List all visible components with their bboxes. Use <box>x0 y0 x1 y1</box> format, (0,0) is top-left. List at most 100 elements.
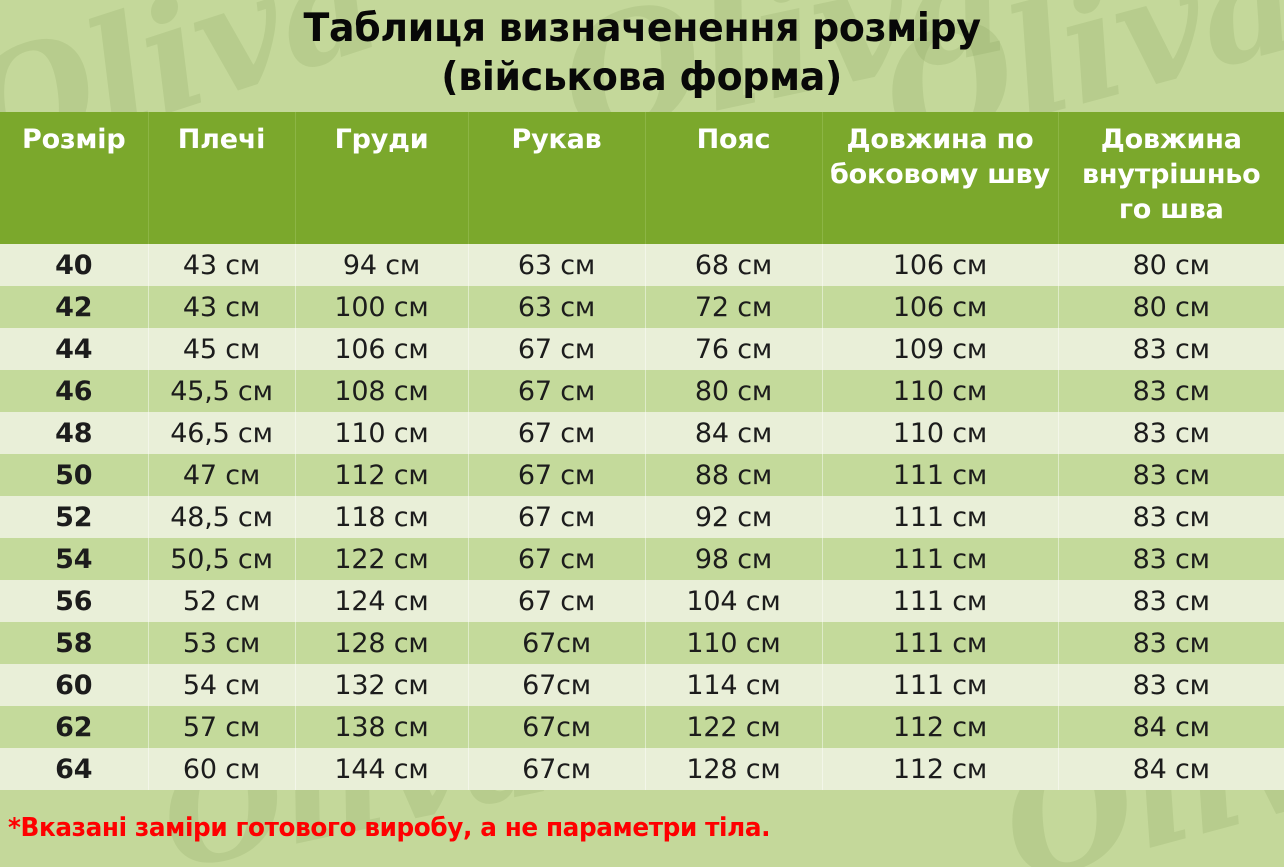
cell-shoulders: 43 см <box>148 286 296 328</box>
cell-size: 62 <box>0 706 149 748</box>
cell-inseam: 83 см <box>1058 622 1284 664</box>
cell-size: 52 <box>0 496 149 538</box>
cell-outseam: 109 см <box>822 328 1059 370</box>
cell-chest: 100 см <box>295 286 469 328</box>
cell-shoulders: 45,5 см <box>148 370 296 412</box>
cell-shoulders: 60 см <box>148 748 296 790</box>
cell-outseam: 111 см <box>822 664 1059 706</box>
table-row: 64 60 см 144 см 67см 128 см 112 см 84 см <box>0 748 1284 790</box>
cell-chest: 94 см <box>295 244 469 286</box>
cell-shoulders: 53 см <box>148 622 296 664</box>
table-row: 46 45,5 см 108 см 67 см 80 см 110 см 83 см <box>0 370 1284 412</box>
cell-shoulders: 43 см <box>148 244 296 286</box>
cell-inseam: 83 см <box>1058 538 1284 580</box>
cell-sleeve: 63 см <box>468 244 646 286</box>
cell-outseam: 110 см <box>822 370 1059 412</box>
cell-sleeve: 67см <box>468 622 646 664</box>
table-row: 48 46,5 см 110 см 67 см 84 см 110 см 83 см <box>0 412 1284 454</box>
cell-size: 46 <box>0 370 149 412</box>
cell-waist: 80 см <box>645 370 823 412</box>
cell-size: 64 <box>0 748 149 790</box>
cell-sleeve: 67 см <box>468 580 646 622</box>
cell-sleeve: 67см <box>468 664 646 706</box>
column-header-outseam: Довжина по боковому шву <box>822 112 1059 244</box>
cell-waist: 128 см <box>645 748 823 790</box>
cell-size: 50 <box>0 454 149 496</box>
cell-chest: 106 см <box>295 328 469 370</box>
cell-shoulders: 45 см <box>148 328 296 370</box>
cell-chest: 112 см <box>295 454 469 496</box>
cell-inseam: 83 см <box>1058 328 1284 370</box>
cell-outseam: 111 см <box>822 454 1059 496</box>
cell-size: 48 <box>0 412 149 454</box>
cell-chest: 144 см <box>295 748 469 790</box>
cell-shoulders: 50,5 см <box>148 538 296 580</box>
cell-outseam: 106 см <box>822 286 1059 328</box>
cell-shoulders: 48,5 см <box>148 496 296 538</box>
cell-waist: 76 см <box>645 328 823 370</box>
cell-waist: 104 см <box>645 580 823 622</box>
cell-sleeve: 67 см <box>468 538 646 580</box>
cell-inseam: 83 см <box>1058 580 1284 622</box>
cell-chest: 128 см <box>295 622 469 664</box>
table-row: 44 45 см 106 см 67 см 76 см 109 см 83 см <box>0 328 1284 370</box>
table-body: 40 43 см 94 см 63 см 68 см 106 см 80 см 42 43 см… <box>0 244 1284 790</box>
cell-outseam: 112 см <box>822 706 1059 748</box>
cell-outseam: 111 см <box>822 538 1059 580</box>
table-row: 62 57 см 138 см 67см 122 см 112 см 84 см <box>0 706 1284 748</box>
cell-chest: 132 см <box>295 664 469 706</box>
cell-sleeve: 67см <box>468 748 646 790</box>
cell-shoulders: 52 см <box>148 580 296 622</box>
cell-sleeve: 67 см <box>468 496 646 538</box>
cell-waist: 98 см <box>645 538 823 580</box>
cell-chest: 122 см <box>295 538 469 580</box>
page-title-line-1: Таблиця визначенення розміру <box>303 6 981 51</box>
cell-size: 58 <box>0 622 149 664</box>
cell-size: 40 <box>0 244 149 286</box>
table-row: 42 43 см 100 см 63 см 72 см 106 см 80 см <box>0 286 1284 328</box>
cell-inseam: 80 см <box>1058 244 1284 286</box>
cell-inseam: 84 см <box>1058 748 1284 790</box>
cell-waist: 88 см <box>645 454 823 496</box>
column-header-size: Розмір <box>0 112 149 244</box>
page-title-line-2: (військова форма) <box>441 55 843 100</box>
cell-outseam: 111 см <box>822 622 1059 664</box>
cell-size: 44 <box>0 328 149 370</box>
cell-sleeve: 67 см <box>468 328 646 370</box>
column-header-shoulders: Плечі <box>148 112 296 244</box>
cell-outseam: 106 см <box>822 244 1059 286</box>
cell-chest: 138 см <box>295 706 469 748</box>
column-header-chest: Груди <box>295 112 469 244</box>
column-header-inseam: Довжина внутрішньо го шва <box>1058 112 1284 244</box>
table-row: 58 53 см 128 см 67см 110 см 111 см 83 см <box>0 622 1284 664</box>
cell-size: 42 <box>0 286 149 328</box>
cell-shoulders: 57 см <box>148 706 296 748</box>
cell-inseam: 83 см <box>1058 496 1284 538</box>
cell-size: 60 <box>0 664 149 706</box>
cell-chest: 118 см <box>295 496 469 538</box>
cell-inseam: 80 см <box>1058 286 1284 328</box>
cell-sleeve: 67 см <box>468 412 646 454</box>
cell-outseam: 111 см <box>822 580 1059 622</box>
cell-size: 54 <box>0 538 149 580</box>
cell-outseam: 111 см <box>822 496 1059 538</box>
table-row: 40 43 см 94 см 63 см 68 см 106 см 80 см <box>0 244 1284 286</box>
column-header-sleeve: Рукав <box>468 112 646 244</box>
cell-shoulders: 54 см <box>148 664 296 706</box>
cell-inseam: 84 см <box>1058 706 1284 748</box>
column-header-waist: Пояс <box>645 112 823 244</box>
table-row: 52 48,5 см 118 см 67 см 92 см 111 см 83 см <box>0 496 1284 538</box>
cell-chest: 124 см <box>295 580 469 622</box>
cell-inseam: 83 см <box>1058 454 1284 496</box>
cell-sleeve: 67 см <box>468 370 646 412</box>
footnote-text: *Вказані заміри готового виробу, а не па… <box>8 813 771 843</box>
table-row: 56 52 см 124 см 67 см 104 см 111 см 83 см <box>0 580 1284 622</box>
cell-waist: 92 см <box>645 496 823 538</box>
cell-chest: 108 см <box>295 370 469 412</box>
cell-shoulders: 46,5 см <box>148 412 296 454</box>
table-header-row: Розмір Плечі Груди Рукав Пояс Довжина по… <box>0 112 1284 244</box>
cell-inseam: 83 см <box>1058 370 1284 412</box>
cell-inseam: 83 см <box>1058 412 1284 454</box>
cell-shoulders: 47 см <box>148 454 296 496</box>
cell-sleeve: 67 см <box>468 454 646 496</box>
